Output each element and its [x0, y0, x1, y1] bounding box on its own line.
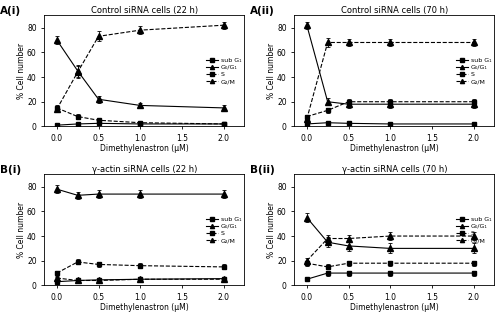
Y-axis label: % Cell number: % Cell number: [16, 202, 26, 258]
Y-axis label: % Cell number: % Cell number: [16, 43, 26, 99]
Title: γ-actin siRNA cells (70 h): γ-actin siRNA cells (70 h): [342, 164, 447, 174]
Y-axis label: % Cell number: % Cell number: [266, 43, 276, 99]
Title: γ-actin siRNA cells (22 h): γ-actin siRNA cells (22 h): [92, 164, 197, 174]
Text: A(i): A(i): [0, 6, 21, 17]
Title: Control siRNA cells (70 h): Control siRNA cells (70 h): [341, 5, 448, 15]
Text: A(ii): A(ii): [250, 6, 275, 17]
Text: B(i): B(i): [0, 165, 21, 176]
Text: B(ii): B(ii): [250, 165, 275, 176]
Y-axis label: % Cell number: % Cell number: [266, 202, 276, 258]
Legend: sub G₁, G₀/G₁, S, G₂/M: sub G₁, G₀/G₁, S, G₂/M: [206, 216, 242, 244]
X-axis label: Dimethylenastron (μM): Dimethylenastron (μM): [350, 303, 439, 313]
X-axis label: Dimethylenastron (μM): Dimethylenastron (μM): [100, 303, 189, 313]
Legend: sub G₁, G₀/G₁, S, G₂/M: sub G₁, G₀/G₁, S, G₂/M: [456, 216, 492, 244]
X-axis label: Dimethylenastron (μM): Dimethylenastron (μM): [100, 144, 189, 154]
X-axis label: Dimethylenastron (μM): Dimethylenastron (μM): [350, 144, 439, 154]
Title: Control siRNA cells (22 h): Control siRNA cells (22 h): [91, 5, 198, 15]
Legend: sub G₁, G₀/G₁, S, G₂/M: sub G₁, G₀/G₁, S, G₂/M: [206, 57, 242, 85]
Legend: sub G₁, G₀/G₁, S, G₂/M: sub G₁, G₀/G₁, S, G₂/M: [456, 57, 492, 85]
